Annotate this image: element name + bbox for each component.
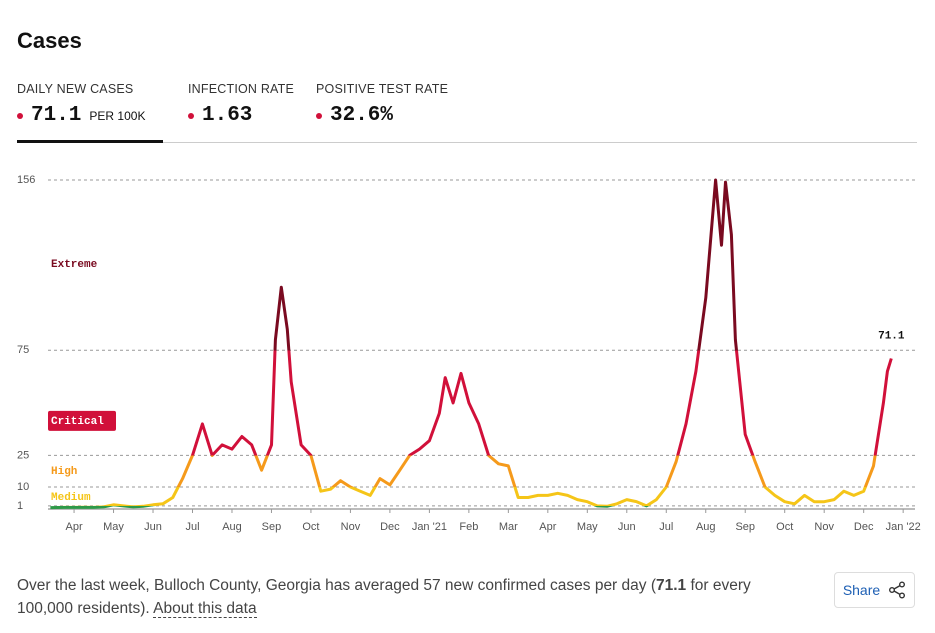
summary-text: for every 100,000 residents). (17, 577, 751, 617)
x-tick-label: Oct (302, 521, 319, 533)
x-tick-label: May (577, 521, 598, 533)
x-tick-label: Aug (696, 521, 716, 533)
about-link[interactable]: About this data (153, 600, 257, 618)
chart: 1 10 25 75 156 Apr May Jun Jul Aug Sep Oct Nov Dec Jan… (17, 174, 921, 533)
x-tick-label: Oct (776, 521, 793, 533)
x-tick-label: Jun (618, 521, 636, 533)
level-label: Critical (51, 416, 104, 428)
tab-label: INFECTION RATE (188, 82, 295, 96)
summary-text: Over the last week, Bulloch County, Geor… (17, 577, 656, 594)
share-button[interactable]: Share (834, 572, 915, 608)
share-icon (889, 581, 906, 599)
x-tick-label: Apr (539, 521, 556, 533)
x-tick-label: May (103, 521, 124, 533)
tab-value: 71.1 (31, 104, 82, 127)
level-label: Medium (51, 492, 91, 504)
tab-value: 32.6% (330, 104, 394, 127)
x-tick-label: Dec (380, 521, 400, 533)
x-tick-label: Dec (854, 521, 874, 533)
tab-value: 1.63 (202, 104, 253, 127)
x-tick-label: Jul (185, 521, 199, 533)
y-tick-label: 10 (17, 481, 29, 493)
y-tick-label: 25 (17, 449, 29, 461)
cases-line (50, 178, 893, 510)
level-label: High (51, 466, 77, 478)
x-tick-label: Jun (144, 521, 162, 533)
x-tick-label: Apr (65, 521, 82, 533)
tab-label: DAILY NEW CASES (17, 82, 134, 96)
divider (17, 142, 917, 143)
y-tick-label: 75 (17, 344, 29, 356)
tab[interactable]: POSITIVE TEST RATE 32.6% (316, 82, 448, 127)
x-tick-label: Feb (459, 521, 478, 533)
y-tick-label: 1 (17, 500, 23, 512)
share-label: Share (842, 582, 881, 598)
x-tick-label: Sep (735, 521, 755, 533)
x-tick-label: Aug (222, 521, 242, 533)
x-tick-label: Nov (341, 521, 361, 533)
x-tick-label: Jan '21 (412, 521, 447, 533)
tab[interactable]: DAILY NEW CASES 71.1 PER 100K (17, 82, 145, 127)
title: Cases (17, 28, 82, 53)
tab-unit: PER 100K (89, 109, 146, 123)
x-tick-label: Sep (262, 521, 282, 533)
x-tick-label: Jan '22 (886, 521, 921, 533)
tab[interactable]: INFECTION RATE 1.63 (188, 82, 294, 127)
level-badge (48, 410, 116, 431)
x-tick-label: Jul (659, 521, 673, 533)
value-label: 71.1 (878, 330, 905, 342)
summary: Over the last week, Bulloch County, Geor… (17, 574, 807, 620)
active-tab-indicator (17, 140, 163, 143)
level-label: Extreme (51, 259, 98, 271)
tab-label: POSITIVE TEST RATE (316, 82, 449, 96)
x-tick-label: Mar (499, 521, 518, 533)
summary-value: 71.1 (656, 577, 687, 594)
y-tick-label: 156 (17, 174, 35, 186)
x-tick-label: Nov (814, 521, 834, 533)
